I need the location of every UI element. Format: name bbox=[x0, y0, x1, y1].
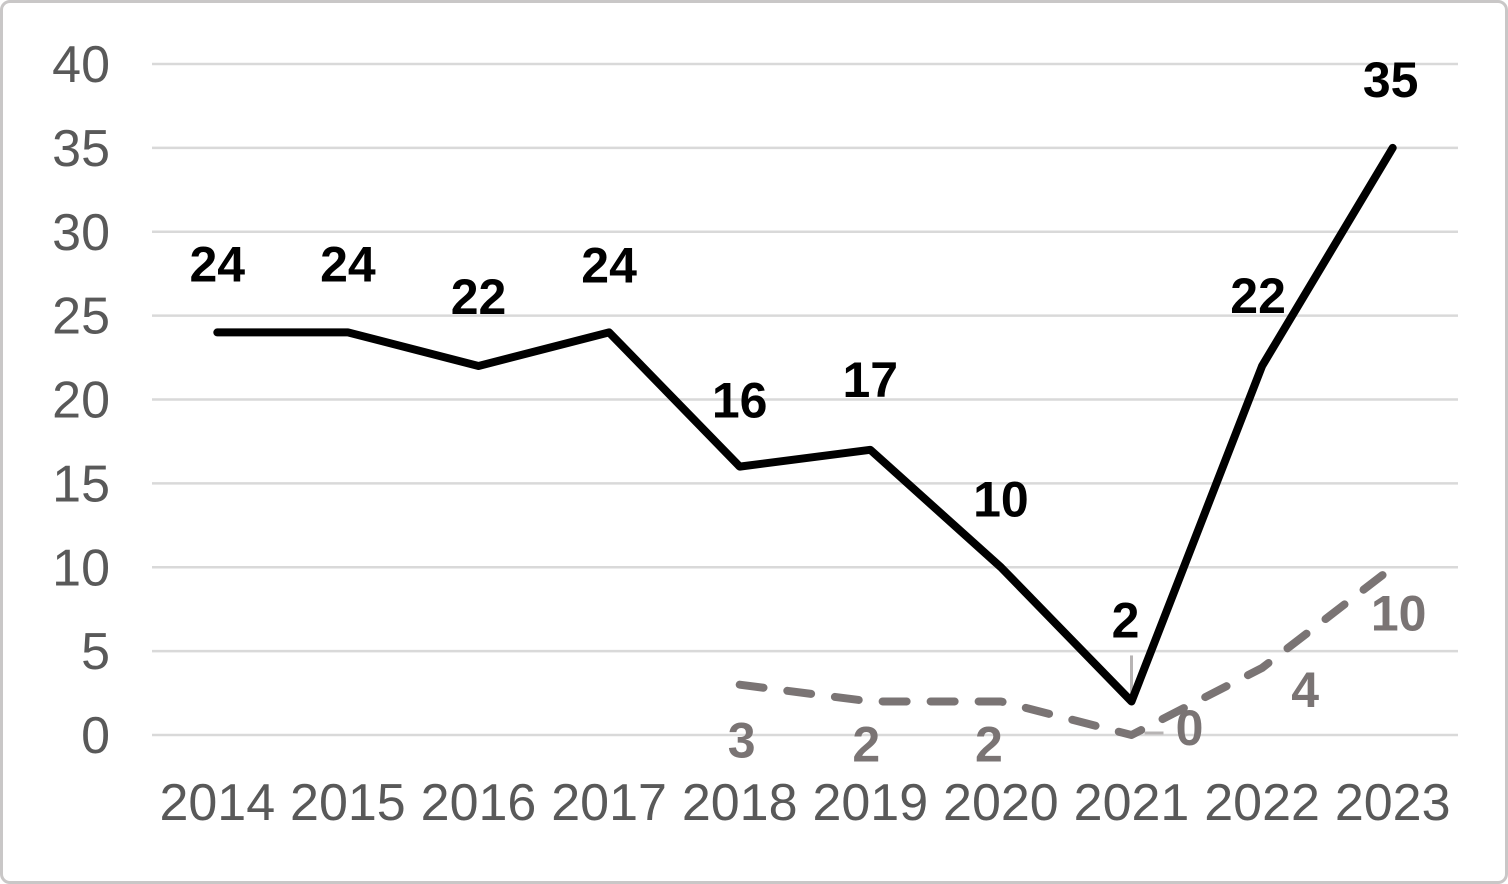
series-1-data-label: 10 bbox=[973, 471, 1029, 527]
y-axis-tick-label: 30 bbox=[52, 204, 110, 262]
series-2-data-label: 4 bbox=[1291, 662, 1319, 718]
x-axis-tick-label: 2019 bbox=[812, 774, 928, 832]
x-axis-tick-label: 2023 bbox=[1335, 774, 1451, 832]
x-axis-tick-label: 2017 bbox=[551, 774, 667, 832]
x-axis-tick-label: 2015 bbox=[290, 774, 406, 832]
series-1-data-label: 35 bbox=[1363, 52, 1419, 108]
series-1-data-label: 2 bbox=[1112, 592, 1140, 648]
x-axis-tick-label: 2018 bbox=[682, 774, 798, 832]
x-axis-tick-label: 2014 bbox=[159, 774, 275, 832]
series-1-data-label: 16 bbox=[712, 373, 768, 429]
series-1-data-label: 22 bbox=[1230, 268, 1286, 324]
series-1-data-label: 24 bbox=[581, 237, 637, 293]
series-2-data-label: 2 bbox=[852, 716, 880, 772]
x-axis-tick-label: 2021 bbox=[1074, 774, 1190, 832]
y-axis-tick-label: 25 bbox=[52, 288, 110, 346]
series-2-data-label: 0 bbox=[1176, 700, 1204, 756]
y-axis-tick-label: 40 bbox=[52, 36, 110, 94]
series-1-data-label: 17 bbox=[842, 352, 898, 408]
series-1-data-label: 24 bbox=[189, 236, 245, 292]
series-2-data-label: 10 bbox=[1371, 585, 1427, 641]
x-axis-tick-label: 2022 bbox=[1204, 774, 1320, 832]
y-axis-tick-label: 5 bbox=[81, 623, 110, 681]
series-2-data-label: 3 bbox=[728, 713, 756, 769]
series-1-data-label: 22 bbox=[451, 269, 507, 325]
y-axis-tick-label: 20 bbox=[52, 372, 110, 430]
y-axis-tick-label: 15 bbox=[52, 455, 110, 513]
y-axis-tick-label: 35 bbox=[52, 120, 110, 178]
series-2-line bbox=[735, 563, 1397, 739]
y-axis-tick-label: 0 bbox=[81, 707, 110, 765]
y-axis-tick-label: 10 bbox=[52, 539, 110, 597]
x-axis-tick-label: 2020 bbox=[943, 774, 1059, 832]
x-axis-tick-label: 2016 bbox=[421, 774, 537, 832]
series-2-data-label: 2 bbox=[975, 716, 1003, 772]
series-1-line bbox=[213, 143, 1397, 706]
series-1-data-label: 24 bbox=[320, 236, 376, 292]
